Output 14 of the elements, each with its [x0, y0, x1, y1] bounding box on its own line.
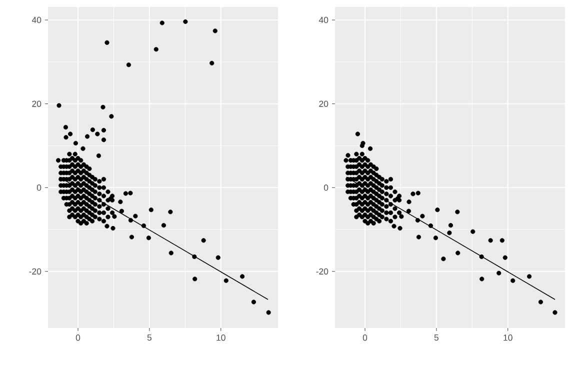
- x-tick-label: 0: [362, 334, 368, 341]
- y-tick-label: -20: [29, 268, 42, 275]
- y-tick-label: 40: [318, 16, 328, 24]
- y-tick-label: 20: [32, 100, 42, 107]
- x-tick-label: 10: [504, 334, 512, 341]
- y-tick-label: 0: [36, 184, 42, 191]
- x-tick-label: 5: [147, 334, 152, 341]
- y-tick-label: 20: [319, 100, 328, 107]
- y-tick-label: 0: [324, 184, 328, 191]
- y-tick-label: -20: [316, 268, 328, 275]
- y-tick-label: 40: [32, 16, 42, 24]
- x-tick-label: 10: [216, 334, 226, 341]
- x-tick-label: 5: [434, 334, 438, 341]
- x-tick-label: 0: [76, 334, 80, 341]
